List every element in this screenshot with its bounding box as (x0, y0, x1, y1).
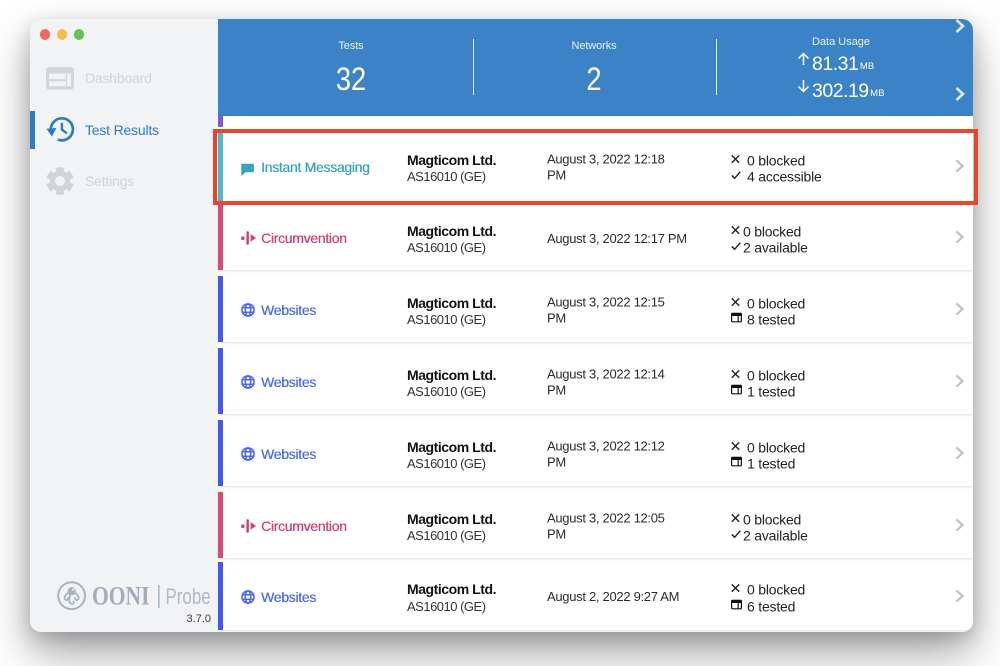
svg-text:Probe: Probe (166, 585, 211, 610)
svg-text:OONI: OONI (92, 583, 150, 611)
